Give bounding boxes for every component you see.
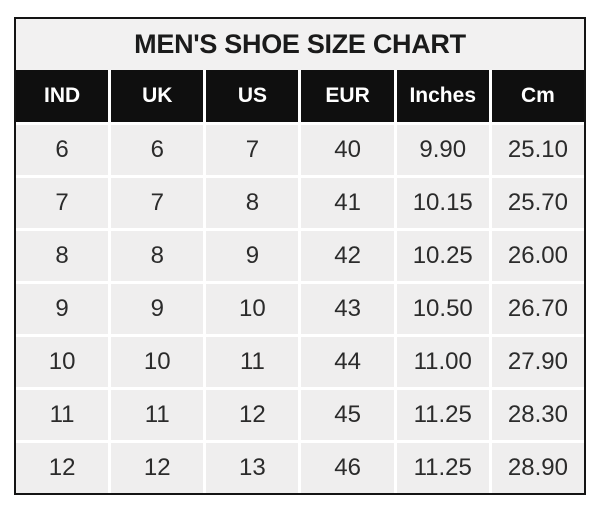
table-cell-r7-us: 13 (206, 443, 299, 493)
table-cell-r3-uk: 8 (111, 231, 204, 281)
table-cell-r4-ind: 9 (16, 284, 109, 334)
table-cell-r3-ind: 8 (16, 231, 109, 281)
table-cell-r7-ind: 12 (16, 443, 109, 493)
table-cell-r1-uk: 6 (111, 125, 204, 175)
table-cell-r6-ind: 11 (16, 390, 109, 440)
table-cell-r3-inches: 10.25 (396, 231, 489, 281)
table-cell-r3-cm: 26.00 (491, 231, 584, 281)
table-cell-r6-inches: 11.25 (396, 390, 489, 440)
table-cell-r7-eur: 46 (301, 443, 394, 493)
table-cell-r1-us: 7 (206, 125, 299, 175)
size-table: IND UK US EUR Inches Cm 6 6 7 40 9.90 25.10 7 7 8 41 10.… (16, 70, 584, 493)
table-cell-r5-eur: 44 (301, 337, 394, 387)
shoe-size-chart-card: MEN'S SHOE SIZE CHART IND UK US EUR Inches Cm… (14, 17, 586, 495)
table-cell-r3-eur: 42 (301, 231, 394, 281)
table-cell-r2-us: 8 (206, 178, 299, 228)
table-cell-r5-uk: 10 (111, 337, 204, 387)
column-header-eur: EUR (301, 70, 394, 122)
table-cell-r2-uk: 7 (111, 178, 204, 228)
table-cell-r2-eur: 41 (301, 178, 394, 228)
table-cell-r5-ind: 10 (16, 337, 109, 387)
column-header-uk: UK (111, 70, 204, 122)
table-cell-r5-inches: 11.00 (396, 337, 489, 387)
table-cell-r4-inches: 10.50 (396, 284, 489, 334)
table-cell-r5-us: 11 (206, 337, 299, 387)
table-cell-r7-uk: 12 (111, 443, 204, 493)
table-cell-r1-eur: 40 (301, 125, 394, 175)
table-cell-r2-ind: 7 (16, 178, 109, 228)
column-header-cm: Cm (491, 70, 584, 122)
column-header-inches: Inches (396, 70, 489, 122)
table-cell-r1-inches: 9.90 (396, 125, 489, 175)
table-cell-r5-cm: 27.90 (491, 337, 584, 387)
table-cell-r1-cm: 25.10 (491, 125, 584, 175)
table-cell-r6-uk: 11 (111, 390, 204, 440)
table-cell-r6-cm: 28.30 (491, 390, 584, 440)
table-cell-r3-us: 9 (206, 231, 299, 281)
table-cell-r4-uk: 9 (111, 284, 204, 334)
table-cell-r7-inches: 11.25 (396, 443, 489, 493)
column-header-ind: IND (16, 70, 109, 122)
table-cell-r2-cm: 25.70 (491, 178, 584, 228)
table-cell-r4-cm: 26.70 (491, 284, 584, 334)
table-cell-r1-ind: 6 (16, 125, 109, 175)
column-header-us: US (206, 70, 299, 122)
chart-title: MEN'S SHOE SIZE CHART (16, 19, 584, 70)
table-cell-r6-eur: 45 (301, 390, 394, 440)
table-cell-r4-us: 10 (206, 284, 299, 334)
table-cell-r2-inches: 10.15 (396, 178, 489, 228)
table-cell-r7-cm: 28.90 (491, 443, 584, 493)
table-cell-r6-us: 12 (206, 390, 299, 440)
table-cell-r4-eur: 43 (301, 284, 394, 334)
